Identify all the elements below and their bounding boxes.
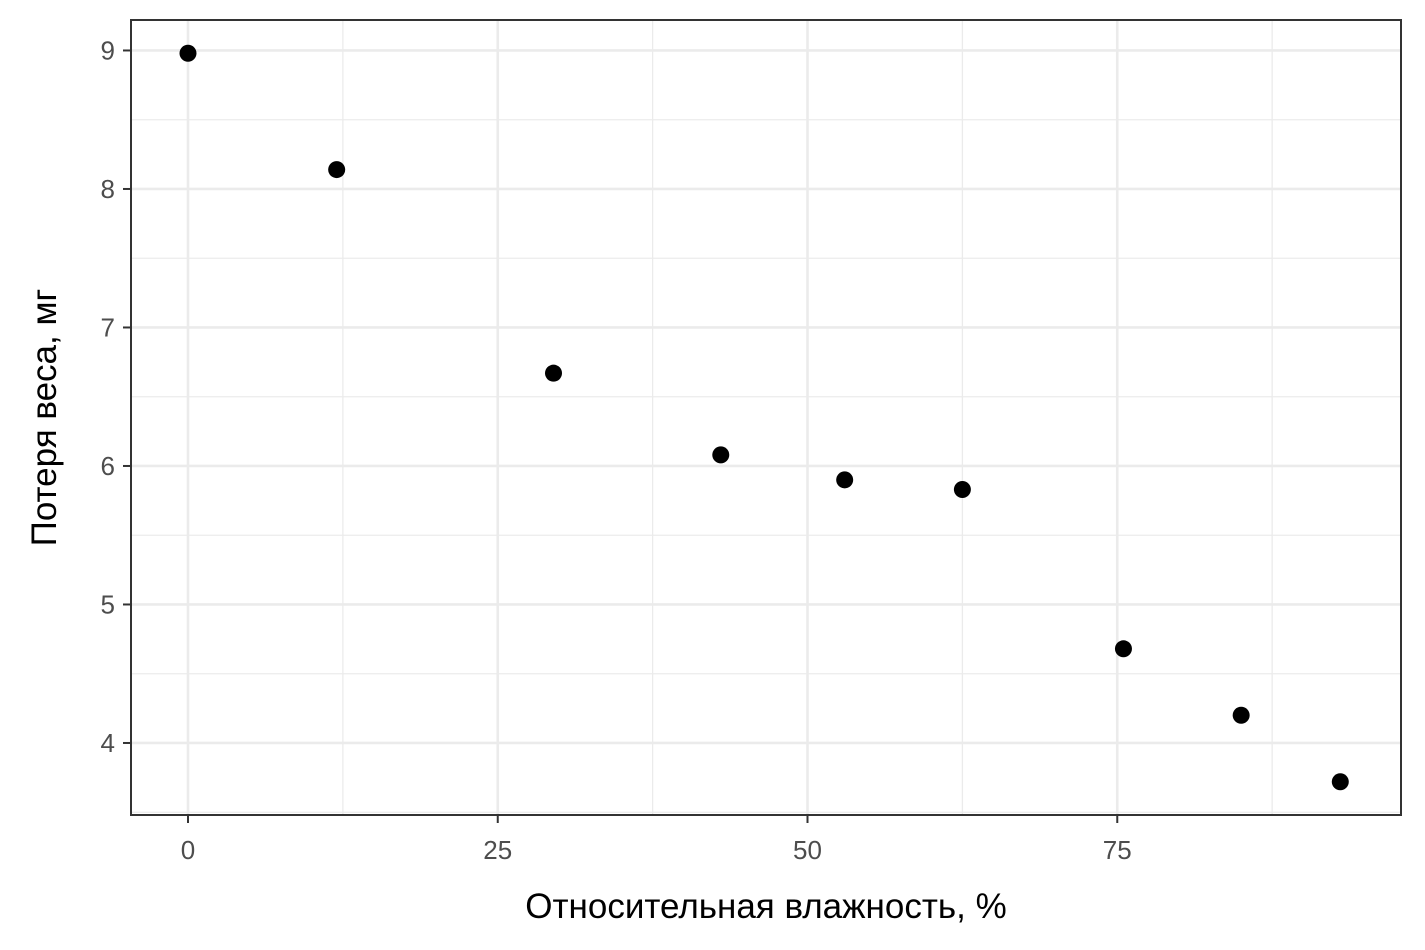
y-axis-ticks: 4 5 6 7 8 9 xyxy=(101,35,131,758)
data-point xyxy=(1232,706,1250,724)
data-point xyxy=(1331,773,1349,791)
x-axis-ticks: 0 25 50 75 xyxy=(181,815,1132,865)
y-tick-label: 6 xyxy=(101,451,115,481)
data-point xyxy=(545,364,563,382)
x-tick-label: 75 xyxy=(1103,835,1132,865)
grid-major xyxy=(131,20,1401,815)
data-point xyxy=(953,481,971,499)
y-tick-label: 7 xyxy=(101,312,115,342)
y-tick-label: 5 xyxy=(101,589,115,619)
plot-panel-border xyxy=(130,19,1402,816)
y-axis-title: Потеря веса, мг xyxy=(25,289,64,547)
x-tick-label: 50 xyxy=(793,835,822,865)
data-point xyxy=(179,44,197,62)
data-points xyxy=(179,44,1349,791)
x-tick-label: 0 xyxy=(181,835,195,865)
y-tick-label: 4 xyxy=(101,728,115,758)
x-axis-title: Относительная влажность, % xyxy=(525,887,1006,926)
data-point xyxy=(1114,640,1132,658)
y-tick-label: 8 xyxy=(101,174,115,204)
x-tick-label: 25 xyxy=(483,835,512,865)
data-point xyxy=(328,161,346,179)
y-tick-label: 9 xyxy=(101,35,115,65)
data-point xyxy=(712,446,730,464)
data-point xyxy=(836,471,854,489)
grid-minor xyxy=(131,20,1401,815)
